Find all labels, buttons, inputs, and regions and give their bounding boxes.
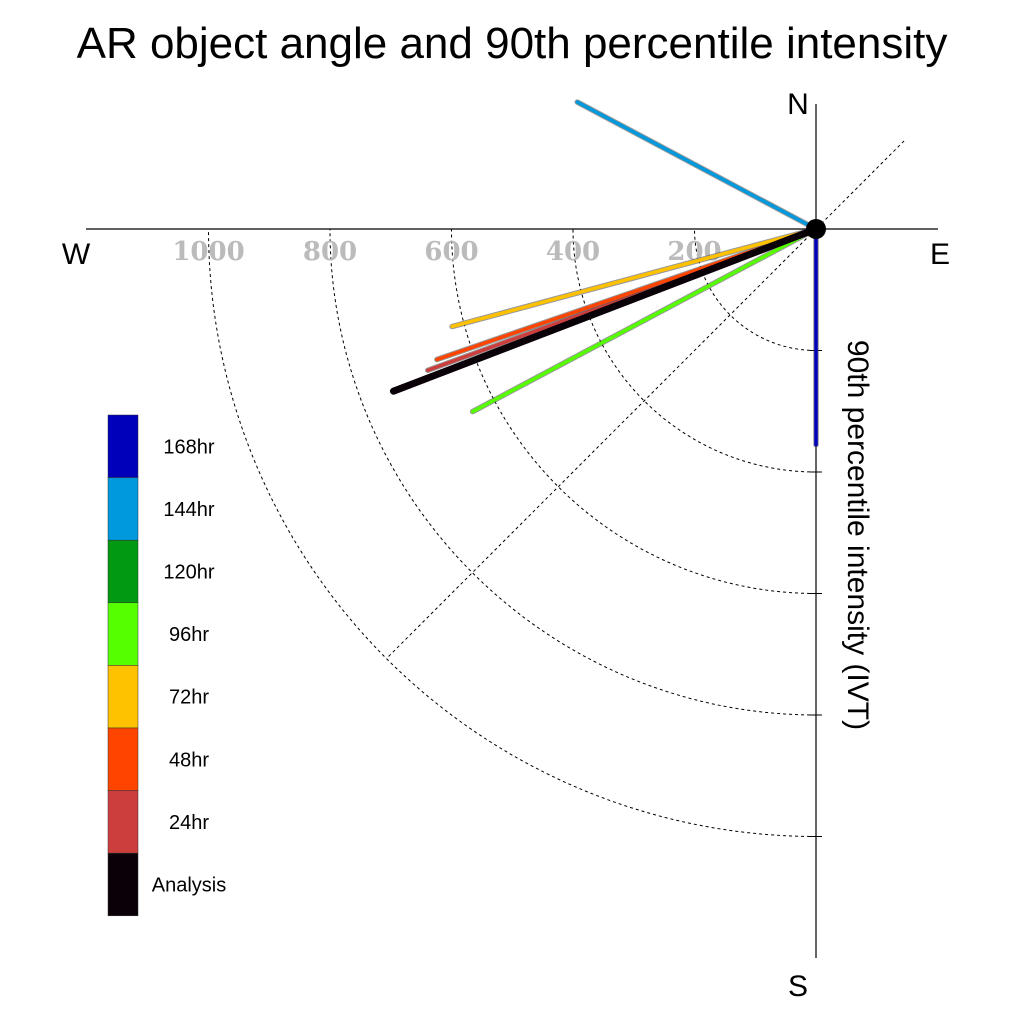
legend-label-analysis: Analysis bbox=[152, 875, 226, 897]
legend-swatch-168hr bbox=[107, 414, 139, 478]
legend-label-24hr: 24hr bbox=[169, 812, 209, 834]
legend-swatch-144hr bbox=[107, 477, 139, 541]
range-arc-800 bbox=[329, 228, 817, 716]
vector-series bbox=[389, 99, 820, 448]
diagonal-guide bbox=[386, 140, 905, 659]
vector-144hr bbox=[574, 99, 819, 232]
dir-label-south: S bbox=[788, 970, 808, 1003]
legend: 168hr 144hr 120hr 96hr 72hr 48hr 24hr Analysis bbox=[107, 414, 226, 917]
dir-label-north: N bbox=[787, 88, 809, 121]
vector-line-144hr bbox=[575, 100, 818, 231]
range-arc-200 bbox=[694, 228, 817, 351]
range-arc-600 bbox=[451, 228, 817, 594]
radial-axis-label: 90th percentile intensity (IVT) bbox=[841, 340, 874, 730]
legend-label-96hr: 96hr bbox=[169, 624, 209, 646]
vector-analysis bbox=[389, 225, 820, 395]
legend-label-144hr: 144hr bbox=[163, 499, 214, 521]
range-arc-400 bbox=[572, 228, 817, 473]
origin-dot bbox=[806, 219, 826, 239]
legend-label-72hr: 72hr bbox=[169, 687, 209, 709]
dir-label-west: W bbox=[62, 238, 91, 271]
radial-tick-label-400: 400 bbox=[546, 237, 600, 267]
radial-tick-label-600: 600 bbox=[424, 237, 478, 267]
range-arc-1000 bbox=[208, 228, 817, 837]
legend-label-168hr: 168hr bbox=[163, 436, 214, 458]
legend-swatch-48hr bbox=[107, 727, 139, 791]
vector-72hr bbox=[449, 226, 819, 330]
legend-swatch-96hr bbox=[107, 602, 139, 666]
dir-label-east: E bbox=[930, 238, 950, 271]
legend-swatch-24hr bbox=[107, 790, 139, 854]
vector-line-96hr bbox=[470, 227, 818, 414]
radial-tick-label-800: 800 bbox=[303, 237, 357, 267]
legend-label-48hr: 48hr bbox=[169, 749, 209, 771]
legend-label-120hr: 120hr bbox=[163, 562, 214, 584]
vector-line-analysis bbox=[389, 225, 820, 395]
legend-swatch-72hr bbox=[107, 665, 139, 729]
legend-swatch-analysis bbox=[107, 852, 139, 917]
vector-line-72hr bbox=[450, 227, 818, 329]
radial-tick-label-1000: 1000 bbox=[172, 237, 244, 267]
chart-title: AR object angle and 90th percentile inte… bbox=[77, 19, 948, 68]
vector-96hr bbox=[469, 226, 819, 415]
legend-swatch-120hr bbox=[107, 539, 139, 604]
